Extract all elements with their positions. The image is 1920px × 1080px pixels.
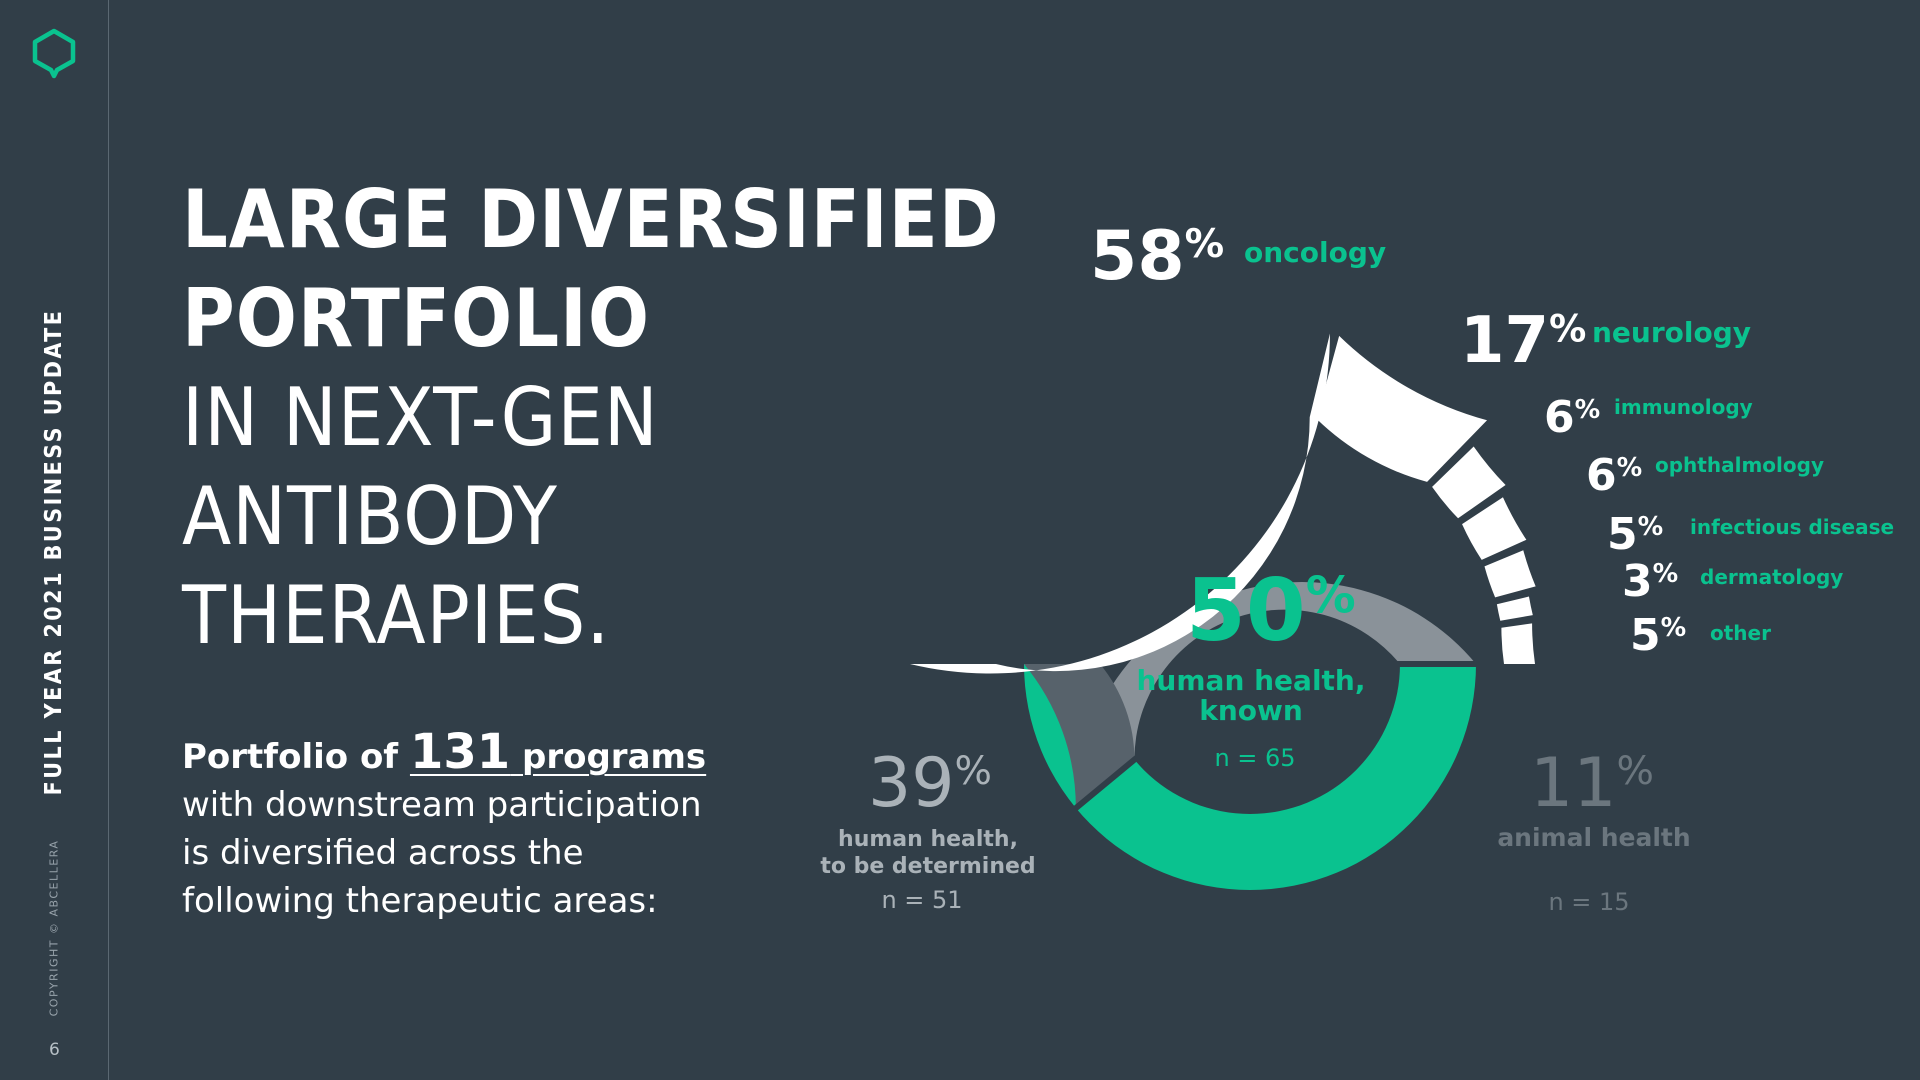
slice-label: 11% — [1530, 744, 1654, 823]
percent-value: 58% — [1090, 217, 1224, 296]
percent-number: 5 — [1607, 509, 1638, 560]
slice-name: infectious disease — [1690, 515, 1894, 539]
slice-label: 17% neurology — [1460, 304, 1751, 378]
portfolio-lead: Portfolio of 131 programs — [182, 728, 706, 781]
right-n-label: n = 15 — [1548, 888, 1629, 916]
percent-number: 50 — [1186, 561, 1306, 661]
slice-label: 50% — [1186, 561, 1356, 661]
description-line: with downstream participation — [182, 785, 702, 825]
slice-label: 39% — [868, 744, 992, 823]
percent-sign: % — [1638, 512, 1664, 542]
percent-value: 3% — [1622, 556, 1678, 607]
outer-slice-2 — [1432, 446, 1506, 519]
percent-value: 5% — [1630, 610, 1686, 661]
percent-number: 58 — [1090, 217, 1185, 296]
slice-label: 5% infectious disease — [1607, 509, 1894, 560]
slice-name: ophthalmology — [1655, 453, 1824, 477]
percent-number: 39 — [868, 744, 955, 823]
percent-value: 11% — [1530, 744, 1654, 823]
percent-value: 50% — [1186, 561, 1356, 661]
percent-sign: % — [1575, 395, 1601, 425]
outer-slice-4 — [1484, 550, 1536, 598]
page-number: 6 — [49, 1040, 60, 1060]
program-count: 131 — [409, 724, 511, 780]
title-line: LARGE DIVERSIFIED — [182, 173, 1000, 266]
percent-number: 17 — [1460, 304, 1549, 378]
title-line: PORTFOLIO — [182, 272, 650, 365]
portfolio-description: Portfolio of 131 programs with downstrea… — [182, 728, 706, 925]
sidebar: FULL YEAR 2021 BUSINESS UPDATE COPYRIGHT… — [0, 0, 109, 1080]
percent-sign: % — [1549, 308, 1586, 351]
percent-number: 6 — [1544, 392, 1575, 443]
percent-value: 5% — [1607, 509, 1663, 560]
percent-number: 11 — [1530, 744, 1617, 823]
outer-slice-5 — [1496, 596, 1533, 621]
slice-label: 6% ophthalmology — [1586, 450, 1824, 501]
slice-name: immunology — [1614, 395, 1753, 419]
percent-sign: % — [1661, 613, 1687, 643]
slice-name: neurology — [1592, 316, 1751, 349]
left-slice-name: to be determined — [820, 854, 1035, 879]
left-n-label: n = 51 — [881, 886, 962, 914]
program-count-phrase: 131 programs — [410, 728, 707, 777]
slice-label: 5% other — [1630, 610, 1771, 661]
title-line: IN NEXT-GEN — [182, 371, 659, 464]
percent-sign: % — [1617, 748, 1654, 794]
percent-sign: % — [1185, 221, 1225, 267]
percent-value: 6% — [1586, 450, 1642, 501]
title-line: ANTIBODY — [182, 470, 558, 563]
slide-title: LARGE DIVERSIFIED PORTFOLIO IN NEXT-GEN … — [182, 170, 1000, 665]
center-slice-name: human health, — [1137, 664, 1366, 697]
slice-label: 6% immunology — [1544, 392, 1753, 443]
slice-label: 3% dermatology — [1622, 556, 1843, 607]
percent-sign: % — [955, 748, 992, 794]
percent-sign: % — [1306, 566, 1356, 624]
slice-name: dermatology — [1700, 565, 1843, 589]
slice-label: 58% oncology — [1090, 217, 1386, 296]
right-slice-name: animal health — [1497, 823, 1690, 852]
description-line: following therapeutic areas: — [182, 881, 658, 921]
percent-sign: % — [1617, 453, 1643, 483]
percent-sign: % — [1653, 559, 1679, 589]
percent-value: 39% — [868, 744, 992, 823]
lead-prefix: Portfolio of — [182, 737, 410, 777]
center-slice-name: known — [1199, 694, 1303, 727]
hexagon-logo-icon — [32, 28, 76, 79]
percent-number: 5 — [1630, 610, 1661, 661]
center-n-label: n = 65 — [1214, 744, 1295, 772]
slice-name: oncology — [1244, 236, 1386, 269]
outer-slice-0 — [910, 333, 1330, 674]
inner-slice-2 — [1024, 664, 1135, 809]
inner-slice-gap — [1069, 754, 1141, 815]
percent-number: 3 — [1622, 556, 1653, 607]
description-line: is diversified across the — [182, 833, 584, 873]
outer-slice-3 — [1462, 497, 1527, 560]
outer-slice-6 — [1501, 623, 1535, 664]
outer-slice-1 — [1316, 335, 1488, 482]
percent-value: 17% — [1460, 304, 1586, 378]
percent-number: 6 — [1586, 450, 1617, 501]
inner-slice-0 — [1024, 664, 1476, 890]
percent-value: 6% — [1544, 392, 1600, 443]
left-slice-name: human health, — [838, 827, 1018, 852]
title-line: THERAPIES. — [182, 569, 611, 662]
lead-suffix: programs — [510, 737, 707, 777]
slice-name: other — [1710, 621, 1771, 645]
